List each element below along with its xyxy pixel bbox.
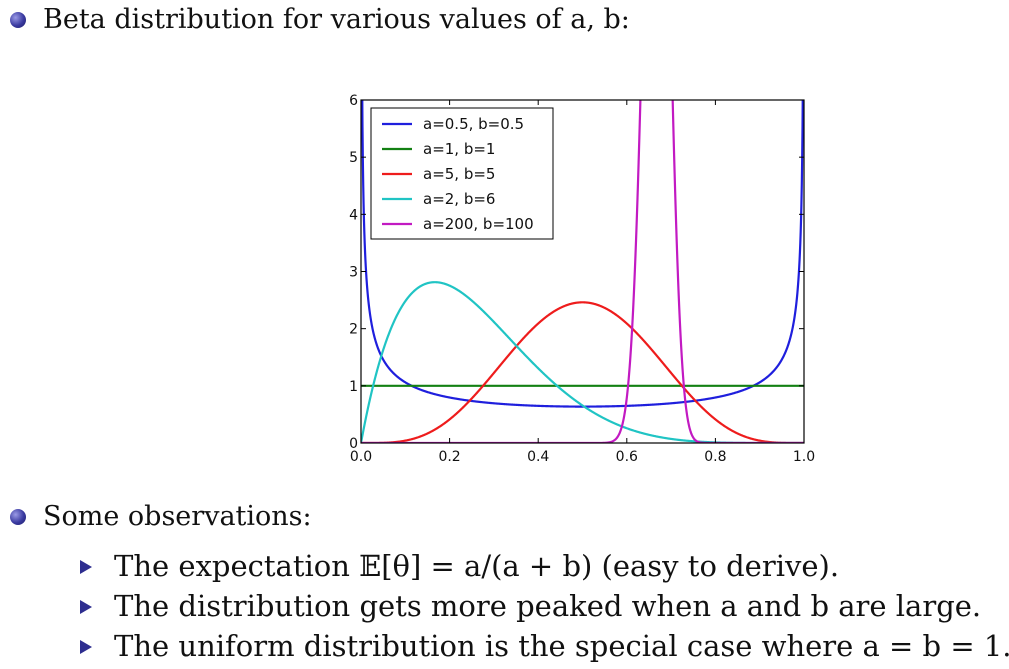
- bullet-ball-icon: [10, 11, 26, 28]
- legend-label-1: a=1, b=1: [423, 140, 495, 158]
- sub-bullet-peaked: The distribution gets more peaked when a…: [80, 592, 981, 621]
- legend-label-3: a=2, b=6: [423, 190, 495, 208]
- x-tick-label: 0.0: [350, 449, 372, 465]
- x-tick-label: 0.8: [704, 449, 726, 465]
- bullet-beta-text: Beta distribution for various values of …: [43, 4, 630, 35]
- series-line-2: [361, 301, 804, 443]
- y-tick-label: 3: [349, 265, 358, 281]
- triangle-bullet-icon: [80, 559, 92, 574]
- bullet-observations-text: Some observations:: [43, 501, 312, 532]
- legend-label-4: a=200, b=100: [423, 215, 534, 233]
- sub-bullet-text: The expectation 𝔼[θ] = a/(a + b) (easy t…: [114, 549, 840, 583]
- bullet-ball-icon: [10, 508, 26, 525]
- y-tick-label: 5: [349, 150, 358, 166]
- legend-label-0: a=0.5, b=0.5: [423, 115, 524, 133]
- sub-bullet-text: The uniform distribution is the special …: [114, 629, 1009, 663]
- y-tick-label: 1: [349, 379, 358, 395]
- y-tick-label: 4: [349, 207, 358, 223]
- sub-bullet-expectation: The expectation 𝔼[θ] = a/(a + b) (easy t…: [80, 552, 839, 581]
- x-tick-label: 0.4: [527, 449, 549, 465]
- sub-bullet-uniform: The uniform distribution is the special …: [80, 632, 1009, 661]
- y-tick-label: 6: [349, 93, 358, 109]
- triangle-bullet-icon: [80, 599, 92, 614]
- chart-legend: a=0.5, b=0.5 a=1, b=1 a=5, b=5 a=2, b=6 a=20…: [370, 107, 554, 240]
- beta-distribution-chart: 0.0 0.2 0.4 0.6 0.8 1.0 0 1 2 3 4 5 6 a=0.5, b=0.5 a=1…: [349, 93, 815, 465]
- bullet-observations: Some observations:: [10, 503, 312, 530]
- triangle-bullet-icon: [80, 639, 92, 654]
- y-tick-label: 2: [349, 322, 358, 338]
- bullet-beta-distribution: Beta distribution for various values of …: [10, 6, 630, 33]
- x-tick-label: 0.6: [616, 449, 638, 465]
- x-tick-label: 0.2: [438, 449, 460, 465]
- x-tick-label: 1.0: [793, 449, 815, 465]
- y-tick-label: 0: [349, 436, 358, 452]
- series-line-3: [361, 281, 804, 443]
- sub-bullet-text: The distribution gets more peaked when a…: [114, 589, 982, 623]
- legend-label-2: a=5, b=5: [423, 165, 495, 183]
